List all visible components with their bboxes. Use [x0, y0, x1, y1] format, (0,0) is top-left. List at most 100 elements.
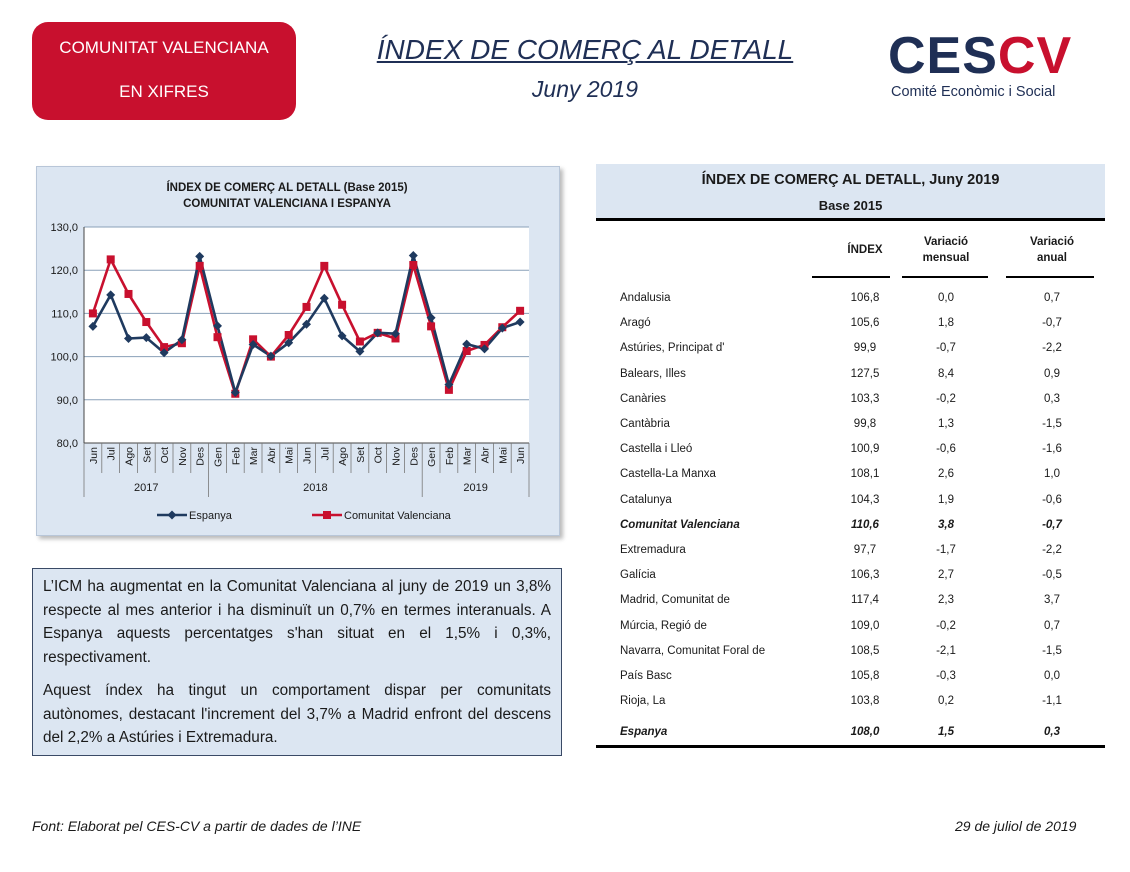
data-point-espanya — [408, 251, 418, 261]
row-annual-change: 0,9 — [1044, 367, 1060, 380]
row-monthly-change: -2,1 — [936, 644, 956, 657]
table-row: Castella-La Manxa 108,1 2,6 1,0 — [596, 468, 1105, 493]
data-point-espanya — [177, 335, 187, 345]
row-name: Navarra, Comunitat Foral de — [620, 644, 766, 657]
row-name: Múrcia, Regió de — [620, 619, 707, 632]
x-tick-label: Gen — [426, 447, 438, 467]
row-annual-change: -1,5 — [1042, 644, 1062, 657]
row-monthly-change: 2,3 — [938, 594, 954, 607]
row-monthly-change: 1,8 — [938, 317, 954, 330]
x-tick-label: Set — [141, 447, 153, 463]
x-tick-label: Gen — [213, 447, 225, 467]
summary-box: L’ICM ha augmentat en la Comunitat Valen… — [32, 568, 562, 756]
x-tick-label: Jun — [515, 447, 527, 464]
table-row: Canàries 103,3 -0,2 0,3 — [596, 393, 1105, 418]
logo-subtitle: Comité Econòmic i Social — [891, 84, 1056, 100]
row-monthly-change: 2,6 — [938, 468, 954, 481]
badge-line-1: COMUNITAT VALENCIANA — [59, 38, 269, 57]
summary-paragraph-1: L’ICM ha augmentat en la Comunitat Valen… — [43, 578, 551, 666]
x-tick-label: Jul — [319, 447, 331, 460]
col-underline — [1006, 276, 1094, 278]
row-annual-change: -1,1 — [1042, 695, 1062, 708]
table-subtitle: Base 2015 — [818, 198, 883, 213]
row-annual-change: 0,3 — [1044, 392, 1060, 405]
y-tick-label: 110,0 — [51, 308, 78, 320]
row-name: Rioja, La — [620, 695, 666, 708]
row-name: Catalunya — [620, 493, 672, 506]
data-point-espanya — [302, 319, 311, 329]
table-row: País Basc 105,8 -0,3 0,0 — [596, 670, 1105, 695]
region-badge: COMUNITAT VALENCIANA EN XIFRES — [32, 22, 296, 120]
row-annual-change: 0,7 — [1044, 619, 1060, 632]
data-point-espanya — [391, 329, 400, 339]
data-point-comunitat-valenciana — [88, 309, 97, 318]
x-tick-label: Jun — [302, 447, 314, 464]
col-header-monthly: Variació mensual — [902, 234, 990, 266]
row-annual-change: 0,7 — [1044, 292, 1060, 304]
data-point-espanya — [141, 333, 151, 343]
x-tick-label: Oct — [159, 447, 171, 463]
row-annual-change: -1,6 — [1042, 443, 1062, 456]
data-point-comunitat-valenciana — [284, 331, 293, 339]
row-monthly-change: 2,7 — [938, 569, 954, 582]
row-name: Canàries — [620, 392, 667, 405]
legend-marker-comunitat-valenciana — [323, 511, 331, 519]
row-name: Comunitat Valenciana — [620, 518, 740, 531]
row-annual-change: -1,5 — [1042, 418, 1062, 430]
table-row: Galícia 106,3 2,7 -0,5 — [596, 569, 1105, 594]
data-point-comunitat-valenciana — [142, 318, 151, 327]
row-name: Madrid, Comunitat de — [620, 594, 730, 607]
table-row: Astúries, Principat d' 99,9 -0,7 -2,2 — [596, 342, 1105, 367]
logo-ces: CES — [888, 27, 998, 85]
table-row: Castella i Lleó 100,9 -0,6 -1,6 — [596, 443, 1105, 468]
row-monthly-change: 0,2 — [938, 695, 954, 708]
data-point-espanya — [426, 313, 436, 323]
row-monthly-change: 1,3 — [938, 418, 954, 430]
row-annual-change: 0,3 — [1044, 726, 1060, 738]
y-tick-label: 80,0 — [57, 438, 78, 450]
row-index: 108,5 — [850, 644, 880, 657]
row-index: 99,8 — [853, 418, 877, 430]
data-point-espanya — [213, 321, 222, 331]
data-point-comunitat-valenciana — [355, 337, 364, 346]
line-chart: ÍNDEX DE COMERÇ AL DETALL (Base 2015) COM… — [36, 166, 560, 536]
row-index: 103,8 — [850, 695, 880, 708]
year-label: 2017 — [134, 482, 158, 494]
row-name: Astúries, Principat d' — [620, 342, 725, 355]
page-subtitle: Juny 2019 — [531, 76, 639, 102]
table-row: Espanya 108,0 1,5 0,3 — [596, 726, 1105, 751]
year-label: 2018 — [303, 482, 327, 494]
data-point-espanya — [515, 317, 525, 327]
ces-cv-logo: CESCV Comité Econòmic i Social — [888, 26, 1108, 106]
row-index: 103,3 — [850, 392, 880, 405]
data-point-espanya — [444, 380, 454, 390]
table-row: Cantàbria 99,8 1,3 -1,5 — [596, 418, 1105, 443]
col-header-annual: Variació anual — [1008, 234, 1096, 266]
x-tick-label: Mar — [462, 447, 474, 466]
y-tick-label: 120,0 — [50, 265, 78, 277]
data-point-espanya — [195, 251, 205, 261]
data-point-comunitat-valenciana — [338, 300, 347, 309]
col-header-monthly-line1: Variació — [923, 236, 969, 248]
table-row: Comunitat Valenciana 110,6 3,8 -0,7 — [596, 519, 1105, 544]
chart-title: ÍNDEX DE COMERÇ AL DETALL (Base 2015) — [166, 181, 407, 194]
row-name: Castella-La Manxa — [620, 468, 716, 481]
data-point-comunitat-valenciana — [124, 289, 133, 298]
table-row: Navarra, Comunitat Foral de 108,5 -2,1 -1,5 — [596, 645, 1105, 670]
row-annual-change: 1,0 — [1044, 468, 1060, 481]
table-header: ÍNDEX DE COMERÇ AL DETALL, Juny 2019 Bas… — [596, 164, 1105, 221]
data-point-espanya — [106, 290, 116, 300]
row-index: 105,6 — [850, 317, 880, 330]
legend-label-comunitat-valenciana: Comunitat Valenciana — [344, 510, 452, 522]
row-index: 105,8 — [850, 670, 880, 682]
row-name: Extremadura — [620, 544, 686, 556]
data-point-comunitat-valenciana — [249, 335, 258, 344]
row-index: 106,3 — [850, 569, 880, 582]
row-annual-change: -2,2 — [1042, 544, 1062, 556]
x-tick-label: Mar — [248, 447, 260, 466]
table-row: Múrcia, Regió de 109,0 -0,2 0,7 — [596, 620, 1105, 645]
x-tick-label: Jun — [88, 447, 100, 464]
legend-marker-espanya — [167, 510, 177, 520]
logo-cv: CV — [997, 27, 1073, 85]
row-index: 108,1 — [850, 468, 880, 481]
